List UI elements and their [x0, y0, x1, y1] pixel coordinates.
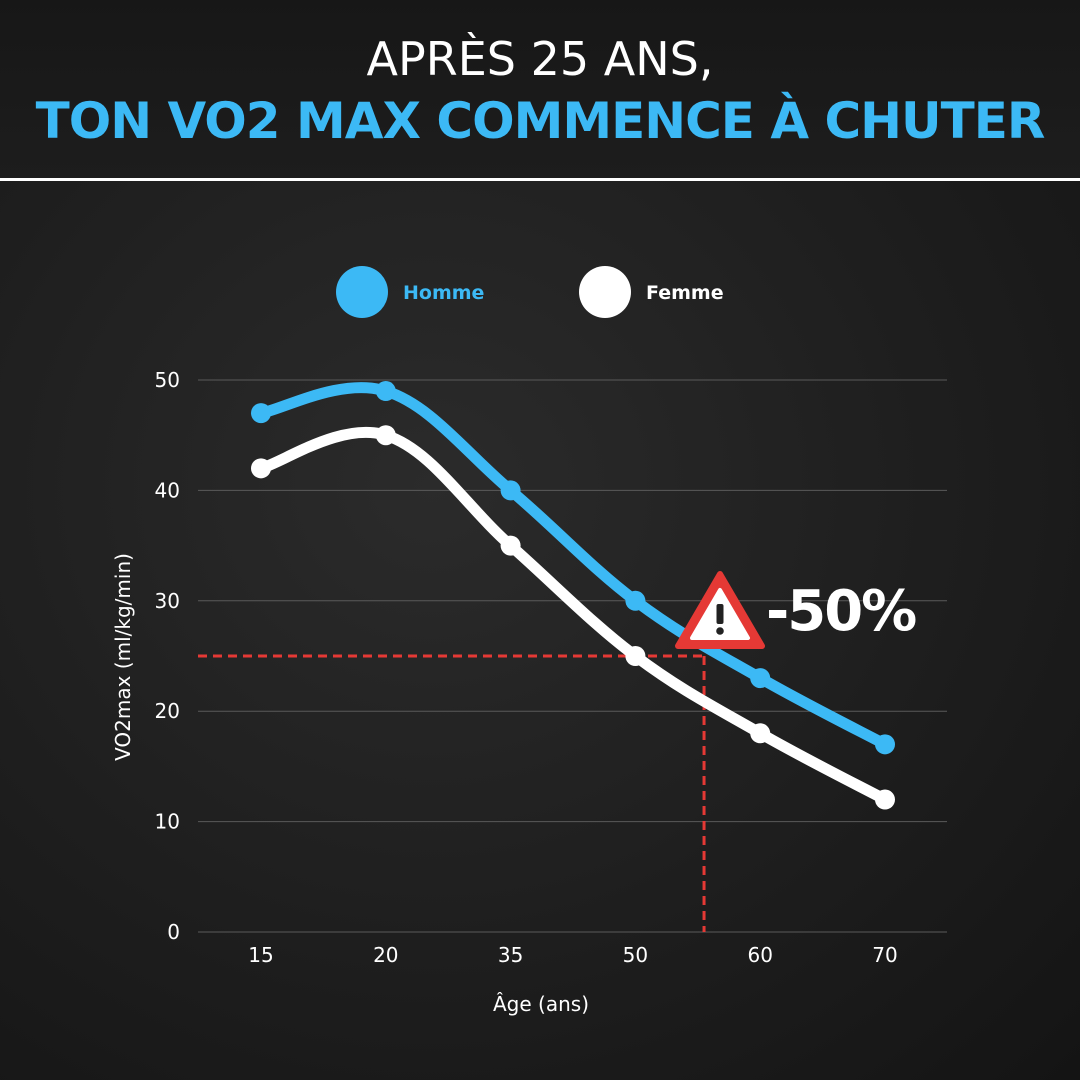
y-tick-label: 10 [155, 810, 180, 834]
legend-homme-dot [336, 266, 388, 318]
data-point-homme [625, 590, 646, 611]
data-point-femme [500, 535, 521, 556]
title-line1: APRÈS 25 ANS, [366, 32, 714, 86]
series-line-homme [255, 382, 891, 750]
y-tick-label: 40 [155, 478, 180, 502]
x-tick-label: 50 [623, 943, 648, 967]
data-point-homme [750, 668, 771, 689]
title-divider [0, 178, 1080, 181]
warning-icon [675, 571, 765, 649]
x-tick-label: 15 [248, 943, 273, 967]
data-point-femme [375, 425, 396, 446]
data-point-femme [251, 458, 271, 479]
y-tick-label: 20 [155, 699, 180, 723]
legend-homme-label: Homme [403, 282, 484, 304]
x-tick-label: 60 [747, 943, 772, 967]
reference-lines [198, 654, 706, 932]
data-point-homme [500, 480, 521, 501]
legend-femme-dot [579, 266, 631, 318]
y-tick-label: 50 [155, 368, 180, 392]
data-point-homme [251, 403, 271, 424]
x-axis-title: Âge (ans) [493, 992, 589, 1016]
y-tick-label: 30 [155, 589, 180, 613]
data-point-femme [875, 789, 895, 810]
y-axis-title: VO2max (ml/kg/min) [111, 553, 135, 761]
series [251, 381, 895, 810]
x-tick-label: 20 [373, 943, 398, 967]
y-tick-labels: 0 10 20 30 40 50 [155, 368, 180, 944]
title-line2: TON VO2 MAX COMMENCE À CHUTER [35, 92, 1046, 150]
data-point-femme [625, 646, 646, 666]
legend: Homme Femme [336, 266, 724, 318]
x-tick-labels: 15 20 35 50 60 70 [248, 943, 897, 967]
data-point-homme [375, 381, 396, 402]
x-tick-label: 70 [872, 943, 897, 967]
legend-femme-label: Femme [646, 282, 724, 304]
y-tick-label: 0 [167, 920, 180, 944]
data-point-femme [750, 723, 771, 744]
x-tick-label: 35 [498, 943, 523, 967]
data-point-homme [875, 734, 895, 755]
title-block: APRÈS 25 ANS, TON VO2 MAX COMMENCE À CHU… [0, 0, 1080, 178]
callout-label: -50% [766, 579, 916, 644]
